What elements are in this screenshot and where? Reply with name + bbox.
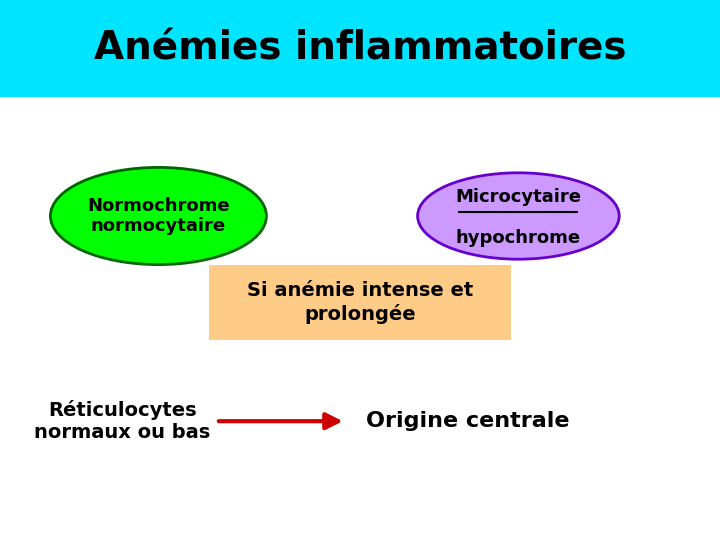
Text: hypochrome: hypochrome bbox=[456, 228, 581, 247]
Text: Si anémie intense et
prolongée: Si anémie intense et prolongée bbox=[247, 281, 473, 323]
Text: Origine centrale: Origine centrale bbox=[366, 411, 570, 431]
FancyBboxPatch shape bbox=[209, 265, 511, 340]
Ellipse shape bbox=[418, 173, 619, 259]
FancyBboxPatch shape bbox=[0, 0, 720, 97]
Text: Microcytaire: Microcytaire bbox=[455, 188, 582, 206]
Text: Réticulocytes
normaux ou bas: Réticulocytes normaux ou bas bbox=[35, 400, 210, 442]
Text: Normochrome
normocytaire: Normochrome normocytaire bbox=[87, 197, 230, 235]
Ellipse shape bbox=[50, 167, 266, 265]
Text: Anémies inflammatoires: Anémies inflammatoires bbox=[94, 30, 626, 68]
